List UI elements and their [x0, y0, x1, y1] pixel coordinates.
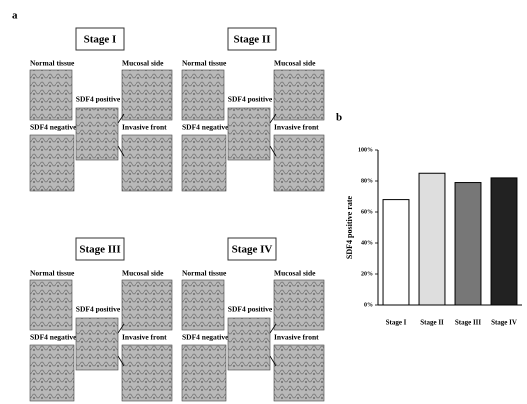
image-label: SDF4 positive: [228, 305, 273, 314]
image-label: Normal tissue: [182, 59, 227, 68]
image-label: Mucosal side: [274, 269, 316, 278]
histology-image: [274, 70, 324, 120]
y-axis-title: SDF4 positive rate: [345, 196, 354, 260]
histology-image: [76, 108, 118, 160]
x-tick-label: Stage III: [455, 319, 482, 327]
y-tick-label: 0%: [364, 302, 373, 308]
stage-title: Stage III: [79, 244, 120, 256]
bar: [383, 200, 409, 305]
y-tick-label: 100%: [358, 147, 373, 153]
histology-image: [122, 70, 172, 120]
histology-image: [30, 135, 74, 191]
histology-image: [182, 135, 226, 191]
histology-image: [274, 345, 324, 401]
histology-image: [122, 345, 172, 401]
histology-image: [122, 280, 172, 330]
histology-image: [122, 135, 172, 191]
image-label: SDF4 negative: [182, 123, 229, 132]
histology-image: [182, 70, 224, 120]
bar: [455, 183, 481, 305]
x-tick-label: Stage IV: [491, 319, 517, 327]
image-label: Invasive front: [122, 333, 167, 342]
image-label: Invasive front: [274, 333, 319, 342]
image-label: SDF4 negative: [30, 123, 77, 132]
x-tick-label: Stage II: [420, 319, 444, 327]
image-label: Normal tissue: [30, 269, 75, 278]
histology-image: [182, 280, 224, 330]
image-label: SDF4 positive: [76, 305, 121, 314]
y-tick-label: 80%: [361, 178, 373, 184]
bar: [419, 173, 445, 305]
image-label: SDF4 negative: [182, 333, 229, 342]
image-label: Normal tissue: [30, 59, 75, 68]
image-label: Mucosal side: [274, 59, 316, 68]
x-tick-label: Stage I: [386, 319, 407, 327]
panel-label: b: [336, 112, 342, 124]
histology-image: [228, 108, 270, 160]
figure: a Stage I Normal tissue SDF4 negative SDF4 …: [0, 0, 527, 404]
y-tick-label: 40%: [361, 240, 373, 246]
histology-image: [30, 280, 72, 330]
panel-label: a: [12, 10, 18, 22]
histology-image: [228, 318, 270, 370]
image-label: SDF4 positive: [76, 95, 121, 104]
y-tick-label: 60%: [361, 209, 373, 215]
bar: [491, 178, 517, 305]
histology-image: [182, 345, 226, 401]
stage-title: Stage I: [84, 34, 117, 46]
histology-image: [30, 70, 72, 120]
image-label: Normal tissue: [182, 269, 227, 278]
histology-image: [274, 280, 324, 330]
stage-title: Stage II: [234, 34, 271, 46]
histology-image: [76, 318, 118, 370]
image-label: Mucosal side: [122, 269, 164, 278]
histology-image: [274, 135, 324, 191]
image-label: Invasive front: [122, 123, 167, 132]
stage-title: Stage IV: [232, 244, 273, 256]
image-label: SDF4 positive: [228, 95, 273, 104]
image-label: Invasive front: [274, 123, 319, 132]
histology-image: [30, 345, 74, 401]
y-tick-label: 20%: [361, 271, 373, 277]
image-label: SDF4 negative: [30, 333, 77, 342]
image-label: Mucosal side: [122, 59, 164, 68]
